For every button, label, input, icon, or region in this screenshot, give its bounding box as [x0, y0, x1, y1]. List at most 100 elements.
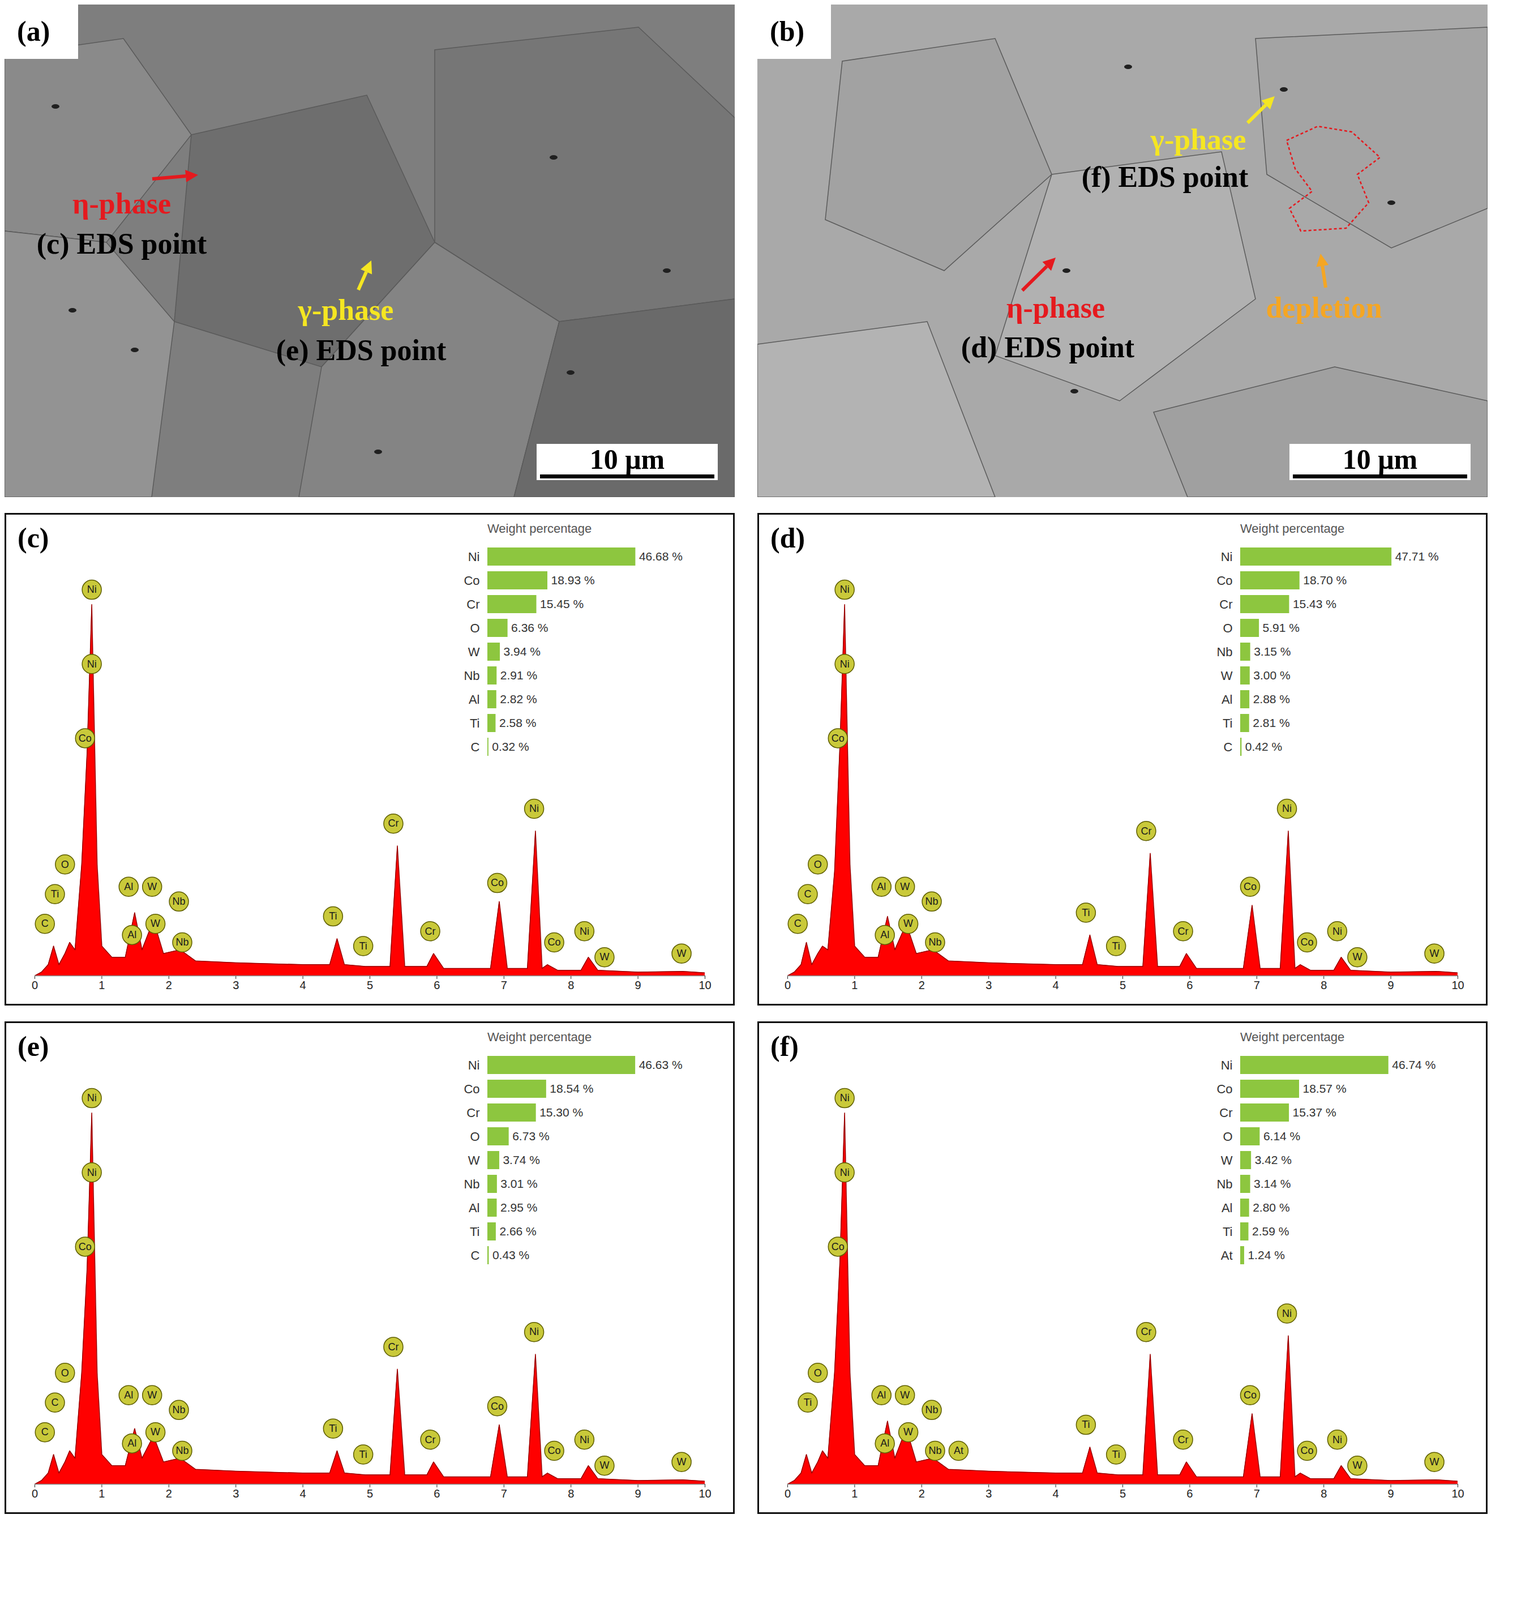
svg-text:Cr: Cr	[1140, 1325, 1152, 1337]
svg-text:Ti: Ti	[803, 1396, 812, 1408]
svg-text:Cr: Cr	[425, 1433, 436, 1446]
svg-text:Ti: Ti	[469, 716, 481, 731]
svg-text:W: W	[1220, 668, 1233, 683]
svg-text:depletion: depletion	[1265, 291, 1382, 324]
svg-text:Ni: Ni	[468, 1057, 481, 1073]
svg-text:Nb: Nb	[925, 895, 939, 907]
svg-text:O: O	[1222, 1129, 1233, 1144]
svg-text:Al: Al	[123, 880, 134, 893]
svg-text:Al: Al	[468, 1200, 481, 1215]
svg-text:2.80 %: 2.80 %	[1252, 1200, 1290, 1214]
svg-text:Ni: Ni	[87, 1091, 97, 1104]
svg-text:18.70 %: 18.70 %	[1303, 573, 1347, 587]
svg-text:Cr: Cr	[425, 925, 436, 937]
svg-text:2.81 %: 2.81 %	[1252, 716, 1290, 730]
svg-text:Ti: Ti	[328, 910, 337, 922]
svg-text:2: 2	[918, 1486, 925, 1500]
svg-text:Co: Co	[1216, 1081, 1233, 1096]
svg-text:3.01 %: 3.01 %	[500, 1176, 538, 1190]
svg-text:0.32 %: 0.32 %	[491, 739, 529, 753]
svg-text:C: C	[794, 917, 802, 929]
svg-text:Ni: Ni	[529, 1325, 539, 1337]
svg-text:10: 10	[698, 978, 711, 992]
svg-text:W: W	[147, 1389, 157, 1401]
svg-text:Ni: Ni	[87, 1166, 97, 1178]
svg-text:15.30 %: 15.30 %	[539, 1105, 584, 1119]
svg-text:3.94 %: 3.94 %	[503, 644, 541, 658]
svg-text:Nb: Nb	[463, 668, 480, 683]
svg-text:1: 1	[851, 1486, 858, 1500]
svg-text:9: 9	[635, 978, 642, 992]
svg-text:O: O	[469, 1129, 480, 1144]
svg-text:Co: Co	[463, 573, 480, 588]
svg-text:Cr: Cr	[466, 597, 480, 612]
svg-text:Ni: Ni	[468, 549, 481, 564]
svg-text:6: 6	[433, 1486, 440, 1500]
svg-text:W: W	[599, 950, 610, 963]
svg-text:W: W	[676, 1455, 687, 1468]
svg-text:Ti: Ti	[1222, 1224, 1233, 1239]
svg-text:η-phase: η-phase	[72, 187, 171, 220]
svg-text:Ni: Ni	[1332, 925, 1343, 937]
svg-text:(b): (b)	[769, 15, 805, 47]
svg-text:Ti: Ti	[1111, 940, 1120, 952]
svg-text:Co: Co	[1243, 880, 1257, 893]
svg-text:(c) EDS point: (c) EDS point	[36, 227, 208, 261]
svg-text:W: W	[1352, 1459, 1362, 1471]
svg-text:η-phase: η-phase	[1006, 291, 1105, 324]
svg-text:Cr: Cr	[1177, 925, 1189, 937]
svg-text:1: 1	[98, 978, 105, 992]
svg-text:1.24 %: 1.24 %	[1247, 1248, 1285, 1262]
svg-text:Ni: Ni	[579, 1433, 590, 1446]
svg-text:6.36 %: 6.36 %	[511, 620, 548, 634]
svg-text:15.43 %: 15.43 %	[1292, 597, 1337, 611]
svg-text:9: 9	[1387, 1486, 1395, 1500]
svg-text:Ti: Ti	[50, 888, 59, 900]
svg-text:Ni: Ni	[840, 1166, 850, 1178]
svg-text:O: O	[469, 620, 480, 636]
svg-text:O: O	[61, 858, 70, 871]
svg-text:3: 3	[985, 1486, 992, 1500]
svg-text:Ti: Ti	[469, 1224, 481, 1239]
svg-text:Al: Al	[880, 928, 890, 941]
svg-text:Ni: Ni	[1220, 549, 1233, 564]
svg-text:3: 3	[232, 978, 239, 992]
svg-text:47.71 %: 47.71 %	[1395, 549, 1439, 563]
svg-text:3.14 %: 3.14 %	[1253, 1176, 1291, 1190]
svg-text:Al: Al	[876, 880, 886, 893]
svg-text:W: W	[468, 644, 481, 659]
svg-text:6.73 %: 6.73 %	[512, 1129, 550, 1143]
svg-text:9: 9	[635, 1486, 642, 1500]
svg-text:Nb: Nb	[463, 1176, 480, 1191]
svg-text:10 μm: 10 μm	[589, 443, 666, 475]
svg-text:Al: Al	[127, 1437, 137, 1449]
svg-text:Ni: Ni	[529, 802, 539, 814]
svg-text:6: 6	[433, 978, 440, 992]
svg-text:Ni: Ni	[87, 658, 97, 670]
svg-text:W: W	[900, 1389, 910, 1401]
svg-text:γ-phase: γ-phase	[1150, 123, 1247, 156]
svg-text:5.91 %: 5.91 %	[1262, 620, 1300, 634]
svg-text:C: C	[470, 1248, 481, 1263]
svg-text:W: W	[468, 1153, 481, 1168]
svg-text:2.88 %: 2.88 %	[1253, 692, 1291, 706]
svg-text:6.14 %: 6.14 %	[1263, 1129, 1301, 1143]
svg-text:7: 7	[1253, 1486, 1261, 1500]
svg-text:1: 1	[851, 978, 858, 992]
svg-text:Ti: Ti	[1222, 716, 1233, 731]
svg-text:Ni: Ni	[840, 658, 850, 670]
svg-text:6: 6	[1186, 978, 1193, 992]
svg-text:2.82 %: 2.82 %	[499, 692, 537, 706]
svg-text:4: 4	[1052, 978, 1060, 992]
svg-text:Ti: Ti	[1081, 1418, 1090, 1430]
svg-text:Co: Co	[547, 1444, 561, 1456]
svg-text:Al: Al	[1221, 692, 1233, 707]
svg-text:W: W	[1220, 1153, 1233, 1168]
svg-text:4: 4	[300, 978, 307, 992]
svg-text:4: 4	[300, 1486, 307, 1500]
svg-text:2.59 %: 2.59 %	[1252, 1224, 1289, 1238]
svg-text:8: 8	[567, 1486, 574, 1500]
svg-text:2.58 %: 2.58 %	[499, 716, 537, 730]
svg-text:Ni: Ni	[840, 1091, 850, 1104]
svg-text:3.15 %: 3.15 %	[1253, 644, 1291, 658]
